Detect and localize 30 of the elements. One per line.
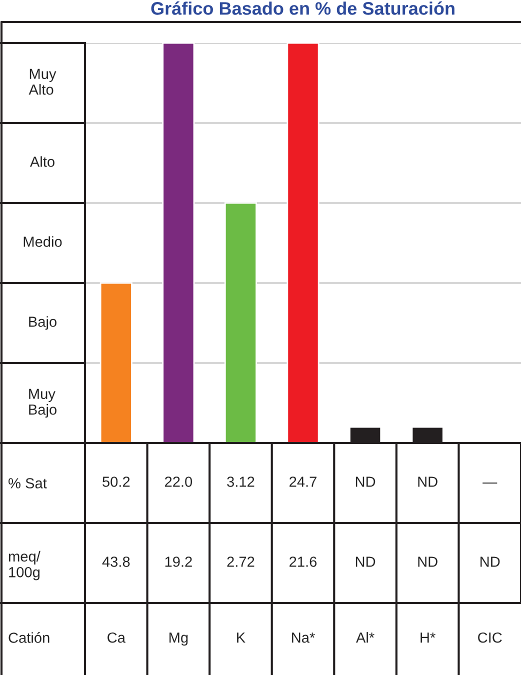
text: 19.2 [165,556,192,567]
text: 24.7 [290,476,316,487]
text: ND [418,476,438,487]
text: ND [418,556,438,567]
x-tick-label: H* [420,632,436,643]
text: ND [480,556,500,567]
text: ND [356,476,376,487]
text: Bajo [29,316,56,330]
text: 50.2 [102,476,130,487]
text: Medio [24,236,62,247]
x-axis-title: Catión [8,632,50,643]
text: — [482,482,498,484]
text: 2.72 [227,556,254,567]
y-tick-label: % Sat [8,478,47,488]
x-tick-label: Na* [292,632,315,643]
x-tick-label: Mg [169,632,188,646]
text: ND [356,556,376,567]
chart-title: Gráfico Basado en % de Saturación [151,1,454,15]
x-tick-label: Al* [356,632,374,643]
text: Muy Bajo [29,388,56,418]
x-tick-label: CIC [478,632,502,643]
y-tick-label: meq/ 100g [8,550,40,580]
text: 21.6 [290,556,317,567]
text: Alto [30,156,54,167]
text: Muy Alto [28,68,56,95]
text: 22.0 [164,476,192,487]
x-tick-label: Ca [108,632,126,643]
x-tick-label: K [237,632,246,643]
text: 43.8 [102,556,130,567]
text: 3.12 [227,476,254,487]
